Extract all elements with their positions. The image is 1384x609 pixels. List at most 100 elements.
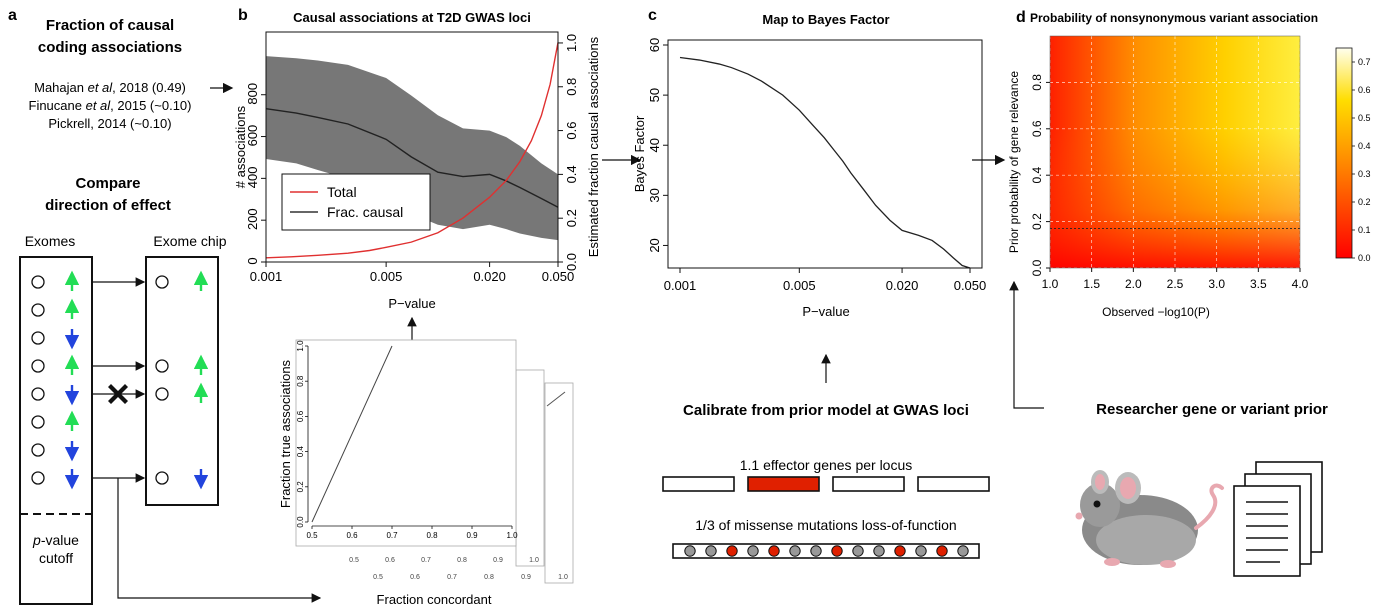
exome-chip-box [145, 256, 219, 506]
x-tick-label: 1.5 [1083, 277, 1100, 291]
panel-c: c Map to Bayes Factor 0.001 0.005 0.020 0.0… [632, 7, 990, 559]
inset-y-tick-label: 0.0 [296, 516, 305, 528]
reference-list: Mahajan et al, 2018 (0.49) Finucane et al… [29, 80, 192, 131]
exome-rows [31, 270, 80, 490]
exome-variant-circle [31, 303, 45, 317]
y-tick-label: 60 [647, 38, 662, 52]
colorbar-tick-label: 0.5 [1358, 113, 1371, 123]
reference-2: Finucane et al, 2015 (~0.10) [29, 98, 192, 113]
x-tick-label: 0.001 [250, 269, 283, 284]
panel-letter-d: d [1016, 9, 1026, 26]
mouse-icon [1075, 470, 1224, 568]
chart-b-frame [265, 31, 559, 263]
legend: Total Frac. causal [281, 173, 431, 231]
exome-chip-label: Exome chip [153, 233, 226, 249]
x-tick-label: 0.005 [783, 278, 816, 293]
missense-dots [684, 545, 969, 557]
panel-d-xlabel: Observed −log10(P) [1102, 305, 1210, 319]
yright-tick-label: 0.8 [564, 78, 579, 96]
yleft-tick-label: 0 [245, 257, 260, 264]
x-tick-label: 0.050 [542, 269, 575, 284]
yright-tick-label: 0.6 [564, 122, 579, 140]
chip-variant-circle [155, 275, 169, 289]
inset-sheet-3-tick: 0.6 [410, 574, 420, 581]
reference-2-etal: et al [86, 98, 112, 113]
panel-b-ylabel-left: # associations [233, 105, 248, 188]
reference-1: Mahajan et al, 2018 (0.49) [34, 80, 186, 95]
missense-dot [726, 545, 738, 557]
gene-boxes [662, 476, 990, 492]
colorbar-tick-label: 0.2 [1358, 197, 1371, 207]
inset-sheet-2-tick: 0.7 [421, 557, 431, 564]
inset-chart: 0.5 0.6 0.7 0.8 0.9 1.00.5 0.6 0.7 0.8 0.9 1.00.5 0… [278, 339, 574, 607]
exomes-box [19, 256, 93, 605]
y-tick-label: 0.6 [1030, 120, 1044, 137]
inset-y-tick-label: 0.6 [296, 410, 305, 422]
y-tick-label: 0.0 [1030, 259, 1044, 276]
missense-dot [789, 545, 801, 557]
panel-a-title-line2: coding associations [38, 39, 182, 56]
exome-variant-circle [31, 471, 45, 485]
missense-dot [936, 545, 948, 557]
x-tick-label: 0.001 [664, 278, 697, 293]
x-tick-label: 0.020 [473, 269, 506, 284]
cutoff-line1: p-value [32, 532, 79, 548]
colorbar [1335, 47, 1353, 259]
missense-dot [684, 545, 696, 557]
panel-d-title: Probability of nonsynonymous variant ass… [1030, 11, 1318, 25]
legend-label: Total [327, 184, 357, 200]
missense-dot [705, 545, 717, 557]
exome-variant-circle [31, 443, 45, 457]
gene-box [832, 476, 905, 492]
inset-sheet-2-tick: 1.0 [529, 557, 539, 564]
panel-a-title-line1: Fraction of causal [46, 17, 174, 34]
inset-sheet-3-tick: 0.7 [447, 574, 457, 581]
x-tick-label: 3.5 [1250, 277, 1267, 291]
panel-d-ylabel: Prior probability of gene relevance [1007, 71, 1021, 253]
colorbar-tick-label: 0.7 [1358, 57, 1371, 67]
bayes-factor-line [679, 56, 971, 269]
chip-variant-circle [155, 387, 169, 401]
exome-variant-circle [31, 387, 45, 401]
inset-sheet-2-tick: 0.8 [457, 557, 467, 564]
reference-1-year: , 2018 (0.49) [112, 80, 186, 95]
chip-variant-circle [155, 471, 169, 485]
panel-letter-c: c [648, 7, 657, 24]
compare-line2: direction of effect [45, 197, 171, 214]
colorbar-tick-label: 0.4 [1358, 141, 1371, 151]
heatmap-chart: 1.0 1.5 2.0 2.5 3.0 3.5 4.0 0.0 0.2 0.4 0.6 0.8 Prio… [1007, 35, 1371, 291]
y-tick-label: 30 [647, 188, 662, 202]
chart-c-frame [667, 39, 983, 269]
legend-box [281, 173, 431, 231]
compare-line1: Compare [75, 175, 140, 192]
inset-x-tick-label: 0.7 [386, 531, 398, 540]
missense-dot [768, 545, 780, 557]
exome-variant-circle [31, 275, 45, 289]
inset-y-tick-label: 1.0 [296, 340, 305, 352]
x-tick-label: 0.005 [370, 269, 403, 284]
researcher-text: Researcher gene or variant prior [1096, 401, 1328, 418]
inset-x-tick-label: 0.8 [426, 531, 438, 540]
inset-sheet-2-tick: 0.5 [349, 557, 359, 564]
inset-sheet-3-tick: 0.9 [521, 574, 531, 581]
colorbar-tick-label: 0.1 [1358, 225, 1371, 235]
frac-causal-line [265, 107, 559, 208]
missense-dot [852, 545, 864, 557]
chart-c: 0.001 0.005 0.020 0.050 20 30 40 50 60 Bayes Fact… [632, 38, 986, 293]
missense-dot [810, 545, 822, 557]
inset-sheet-3-tick: 1.0 [558, 574, 568, 581]
y-tick-label: 50 [647, 88, 662, 102]
researcher-to-d-arrow [1009, 280, 1044, 409]
colorbar-tick-label: 0.3 [1358, 169, 1371, 179]
missense-dot [831, 545, 843, 557]
panel-letter-b: b [238, 7, 248, 24]
chip-variant-circle [155, 359, 169, 373]
missense-dot [957, 545, 969, 557]
inset-sheet-3-tick: 0.8 [484, 574, 494, 581]
panel-letter-a: a [8, 7, 17, 24]
colorbar-tick-label: 0.0 [1358, 253, 1371, 263]
x-tick-label: 4.0 [1292, 277, 1309, 291]
chart-b: 0.001 0.005 0.020 0.050 0 200 400 600 800 0.0 0.2 0… [233, 31, 601, 284]
yleft-tick-label: 800 [245, 83, 260, 105]
